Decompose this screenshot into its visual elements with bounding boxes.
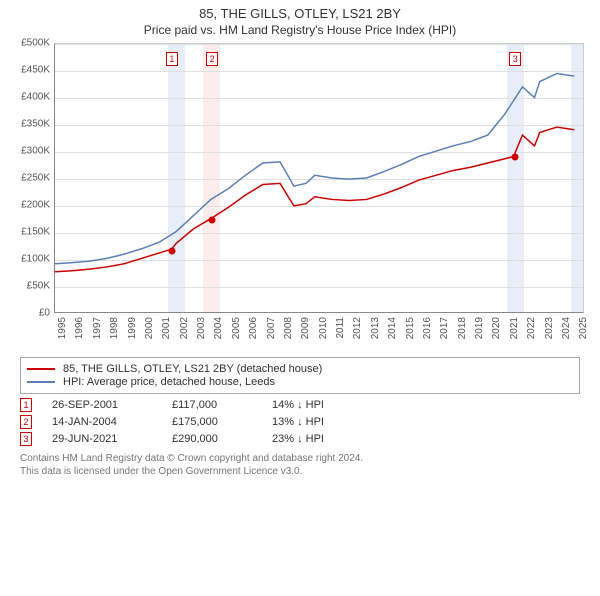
- x-tick-label: 2000: [144, 317, 155, 339]
- legend-swatch: [27, 368, 55, 370]
- footer-line: This data is licensed under the Open Gov…: [20, 465, 580, 478]
- y-tick-label: £100K: [21, 254, 50, 265]
- sale-date: 29-JUN-2021: [52, 433, 172, 445]
- legend-swatch: [27, 381, 55, 383]
- x-tick-label: 2010: [318, 317, 329, 339]
- x-tick-label: 2024: [561, 317, 572, 339]
- y-tick-label: £150K: [21, 227, 50, 238]
- x-tick-label: 2002: [179, 317, 190, 339]
- x-tick-label: 1999: [127, 317, 138, 339]
- sale-price: £290,000: [172, 433, 272, 445]
- x-tick-label: 2003: [196, 317, 207, 339]
- plot-area: 1 2 3: [54, 43, 584, 313]
- x-tick-label: 2023: [544, 317, 555, 339]
- x-tick-label: 2004: [213, 317, 224, 339]
- x-tick-label: 2019: [474, 317, 485, 339]
- x-tick-label: 2015: [405, 317, 416, 339]
- y-tick-label: £450K: [21, 65, 50, 76]
- x-tick-label: 2009: [300, 317, 311, 339]
- sale-marker-badge: 3: [20, 432, 32, 446]
- sale-row: 1 26-SEP-2001£117,00014% ↓ HPI: [20, 398, 580, 412]
- legend-row: 85, THE GILLS, OTLEY, LS21 2BY (detached…: [27, 363, 573, 375]
- y-tick-label: £500K: [21, 38, 50, 49]
- footer-line: Contains HM Land Registry data © Crown c…: [20, 452, 580, 465]
- sale-marker: 1: [166, 52, 178, 66]
- y-tick-label: £400K: [21, 92, 50, 103]
- x-tick-label: 2013: [370, 317, 381, 339]
- x-axis: 1995 1996 1997 1998 1999 2000 2001 2002 2003 2004…: [54, 313, 584, 353]
- sale-marker: 2: [206, 52, 218, 66]
- x-tick-label: 2012: [352, 317, 363, 339]
- x-tick-label: 2025: [578, 317, 589, 339]
- legend-row: HPI: Average price, detached house, Leed…: [27, 376, 573, 388]
- y-tick-label: £200K: [21, 200, 50, 211]
- sale-diff: 23% ↓ HPI: [272, 433, 324, 445]
- series-line-property: [55, 127, 574, 272]
- sale-diff: 13% ↓ HPI: [272, 416, 324, 428]
- legend-label: 85, THE GILLS, OTLEY, LS21 2BY (detached…: [63, 363, 322, 375]
- sale-dot: [209, 216, 216, 223]
- series-line-hpi: [55, 73, 574, 263]
- sale-marker-badge: 1: [20, 398, 32, 412]
- sale-row: 3 29-JUN-2021£290,00023% ↓ HPI: [20, 432, 580, 446]
- x-tick-label: 2007: [266, 317, 277, 339]
- footer-attribution: Contains HM Land Registry data © Crown c…: [20, 452, 580, 478]
- sale-date: 26-SEP-2001: [52, 399, 172, 411]
- x-tick-label: 2021: [509, 317, 520, 339]
- x-tick-label: 1995: [57, 317, 68, 339]
- x-tick-label: 1996: [74, 317, 85, 339]
- y-tick-label: £250K: [21, 173, 50, 184]
- y-tick-label: £300K: [21, 146, 50, 157]
- x-tick-label: 2018: [457, 317, 468, 339]
- x-tick-label: 2022: [526, 317, 537, 339]
- page-title: 85, THE GILLS, OTLEY, LS21 2BY: [0, 6, 600, 21]
- sale-dot: [512, 154, 519, 161]
- y-tick-label: £0: [39, 308, 50, 319]
- sale-row: 2 14-JAN-2004£175,00013% ↓ HPI: [20, 415, 580, 429]
- x-tick-label: 2008: [283, 317, 294, 339]
- x-tick-label: 2001: [161, 317, 172, 339]
- sale-price: £175,000: [172, 416, 272, 428]
- sale-diff: 14% ↓ HPI: [272, 399, 324, 411]
- x-tick-label: 2016: [422, 317, 433, 339]
- y-tick-label: £350K: [21, 119, 50, 130]
- chart-container: £0 £50K £100K £150K £200K £250K £300K £350K £400…: [10, 43, 590, 353]
- legend-label: HPI: Average price, detached house, Leed…: [63, 376, 275, 388]
- sale-marker-badge: 2: [20, 415, 32, 429]
- x-tick-label: 2017: [439, 317, 450, 339]
- y-axis: £0£50K£100K£150K£200K£250K£300K£350K£400…: [10, 43, 54, 313]
- sales-table: 1 26-SEP-2001£117,00014% ↓ HPI 2 14-JAN-200…: [20, 398, 580, 446]
- x-tick-label: 2014: [387, 317, 398, 339]
- page-subtitle: Price paid vs. HM Land Registry's House …: [0, 23, 600, 37]
- x-tick-label: 1998: [109, 317, 120, 339]
- line-svg: [55, 44, 583, 312]
- x-tick-label: 2020: [491, 317, 502, 339]
- x-tick-label: 2011: [335, 317, 346, 339]
- y-tick-label: £50K: [27, 281, 50, 292]
- sale-dot: [168, 247, 175, 254]
- x-tick-label: 2006: [248, 317, 259, 339]
- sale-date: 14-JAN-2004: [52, 416, 172, 428]
- legend: 85, THE GILLS, OTLEY, LS21 2BY (detached…: [20, 357, 580, 394]
- x-tick-label: 2005: [231, 317, 242, 339]
- x-tick-label: 1997: [92, 317, 103, 339]
- sale-marker: 3: [509, 52, 521, 66]
- sale-price: £117,000: [172, 399, 272, 411]
